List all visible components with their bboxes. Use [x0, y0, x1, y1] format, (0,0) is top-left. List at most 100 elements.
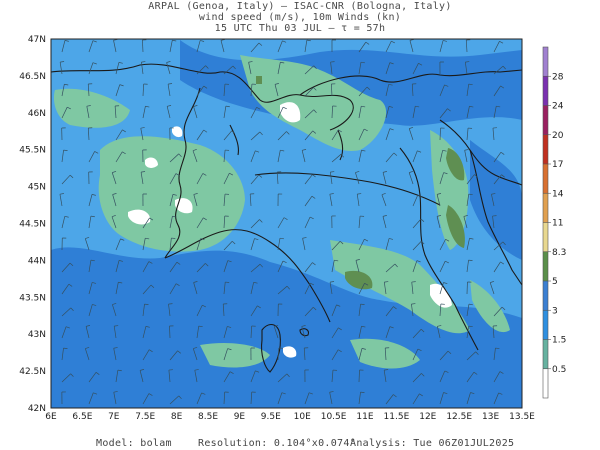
wind-barb — [250, 305, 261, 317]
wind-barb — [493, 65, 506, 75]
wind-barb — [277, 149, 285, 163]
coastlines-and-borders — [50, 63, 523, 373]
wind-barb — [88, 171, 93, 185]
lon-label: 12.5E — [446, 412, 472, 422]
wind-barb — [466, 174, 478, 185]
wind-barb — [412, 348, 422, 361]
wind-barb — [439, 260, 449, 273]
adriatic-coast — [399, 147, 479, 351]
wind-barb — [493, 261, 505, 273]
wind-barb — [142, 39, 147, 53]
wind-barb — [436, 193, 442, 207]
wind-barb — [250, 150, 260, 163]
wind-barb — [250, 370, 260, 383]
lon-label: 13.5E — [509, 412, 535, 422]
wind-barb — [223, 83, 229, 97]
wind-barb — [465, 39, 471, 53]
wind-barb — [331, 304, 341, 317]
wind-barb — [61, 127, 66, 141]
colorbar-segment — [543, 105, 548, 135]
wind-barb — [412, 150, 422, 163]
wind-barb — [466, 83, 473, 97]
wind-barb — [382, 171, 388, 185]
wind-barb — [301, 149, 307, 163]
calm-patch-1 — [128, 209, 151, 225]
wind-barb — [466, 325, 473, 339]
wind-barb — [358, 41, 370, 53]
wind-barb — [358, 128, 368, 141]
wind-barb — [411, 303, 416, 317]
wind-barb — [250, 42, 263, 53]
wind-barb — [142, 149, 147, 163]
wind-patch-olive-3 — [345, 270, 373, 290]
wind-barb — [142, 105, 150, 119]
colorbar-segment — [543, 222, 548, 252]
lon-label: 7.5E — [135, 412, 155, 422]
wind-barb — [112, 303, 117, 317]
wind-barb — [193, 105, 198, 119]
wind-barb — [277, 217, 288, 229]
wind-barb — [466, 392, 475, 405]
wind-barb — [329, 193, 334, 207]
wind-barb — [466, 237, 474, 251]
wind-barb — [412, 194, 422, 207]
wind-barb — [196, 392, 206, 405]
wind-barb — [464, 61, 470, 75]
wind-barb — [223, 193, 230, 207]
wind-barb — [61, 149, 68, 163]
wind-barb — [169, 153, 182, 163]
wind-barb — [88, 40, 97, 53]
wind-barb — [385, 62, 394, 75]
lat-label: 42.5N — [19, 367, 46, 377]
wind-barb — [220, 39, 225, 53]
wind-patch-olive-1 — [446, 148, 465, 181]
wind-barb — [166, 61, 171, 75]
wind-barb — [115, 281, 123, 295]
colorbar-level-label: 8.3 — [552, 248, 566, 258]
wind-barb — [301, 325, 306, 339]
wind-barb — [115, 84, 124, 97]
wind-band-mid — [51, 247, 522, 408]
colorbar-segment — [543, 310, 548, 340]
colorbar-segment — [543, 339, 548, 369]
map-frame — [50, 38, 523, 409]
wind-barb — [88, 62, 97, 75]
wind-barb — [491, 193, 496, 207]
wind-barb — [493, 241, 506, 251]
wind-barb — [358, 348, 366, 361]
wind-barb — [139, 369, 145, 383]
wind-barb — [88, 282, 97, 295]
wind-barb — [412, 393, 423, 405]
wind-barb — [112, 193, 117, 207]
wind-barb — [302, 237, 307, 251]
wind-barb — [250, 174, 263, 185]
wind-barb — [61, 174, 74, 185]
wind-barb — [439, 303, 445, 317]
lat-label: 43N — [28, 330, 46, 340]
wind-barb — [169, 127, 174, 141]
wind-barb — [436, 215, 442, 229]
wind-band-teal-south-east — [350, 338, 420, 369]
wind-barb — [194, 369, 199, 383]
wind-barb — [304, 195, 316, 207]
wind-barb — [196, 217, 207, 229]
wind-barb — [331, 349, 342, 361]
wind-barb — [196, 85, 208, 97]
wind-barb — [304, 262, 316, 273]
wind-barb — [381, 193, 387, 207]
wind-barb — [439, 392, 448, 405]
footer-resolution: Resolution: 0.104°x0.074° — [198, 438, 357, 449]
wind-barb — [61, 326, 70, 339]
wind-barb — [277, 373, 290, 383]
wind-barb — [61, 283, 73, 295]
wind-barb — [385, 394, 397, 405]
wind-barb — [437, 325, 442, 339]
austria-border — [299, 69, 523, 96]
wind-barb — [493, 347, 500, 361]
wind-barb — [493, 371, 504, 383]
wind-barb — [250, 281, 258, 295]
wind-barb — [412, 260, 421, 273]
wind-barb — [358, 149, 366, 163]
wind-barb — [223, 130, 236, 141]
wind-barb — [493, 40, 504, 53]
